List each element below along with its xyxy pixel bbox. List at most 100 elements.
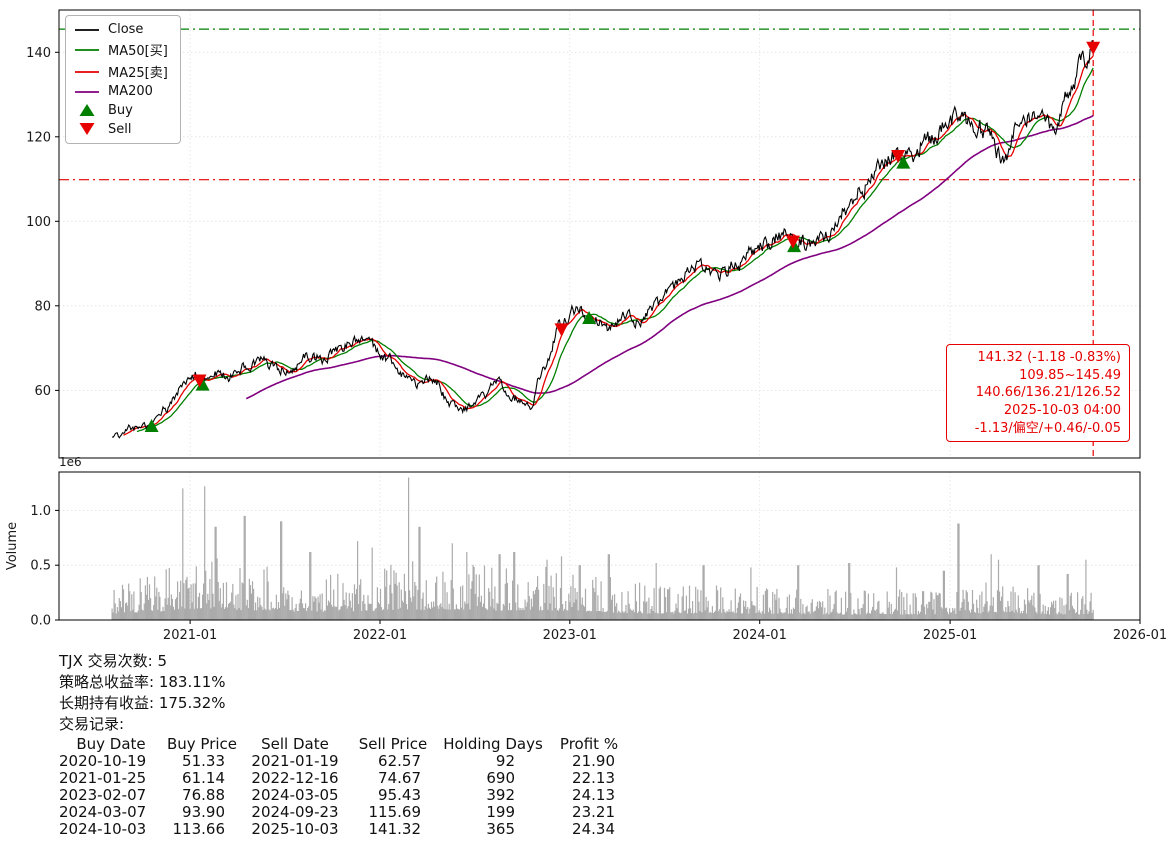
annotation-signal: -1.13/偏空/+0.46/-0.05 — [974, 420, 1121, 436]
trade-table-cell: 2022-12-16 — [251, 769, 339, 787]
trade-count-line: TJX 交易次数: 5 — [59, 652, 167, 670]
trade-table-cell: 2024-10-03 — [59, 820, 147, 838]
trade-table-cell: 2021-01-25 — [59, 769, 147, 787]
volume-offset-label: 1e6 — [59, 455, 82, 469]
buy-marker — [896, 155, 911, 169]
sell-marker — [192, 374, 207, 388]
trade-table-header-cell: Holding Days — [443, 735, 543, 753]
buy-triangle-icon — [79, 104, 95, 116]
trade-table-cell: 23.21 — [572, 803, 615, 821]
trade-table-cell: 24.13 — [572, 786, 615, 804]
trade-table-cell: 115.69 — [368, 803, 422, 821]
trade-table-row: 2021-01-25 61.14 2022-12-16 74.67 690 22.13 — [59, 770, 629, 787]
trade-table-cell: 51.33 — [182, 752, 225, 770]
price-volume-chart: 60 80 100 120 140 0.0 0.5 1.0 2021-01 2022-01 2023… — [5, 9, 1167, 643]
trade-table-cell: 690 — [486, 769, 515, 787]
price-tick-label: 100 — [26, 215, 51, 230]
trade-table-cell: 74.67 — [378, 769, 421, 787]
sell-marker — [786, 235, 800, 249]
trade-table-cell: 2025-10-03 — [251, 820, 339, 838]
x-tick-label: 2023-01 — [543, 628, 597, 643]
x-tick-label: 2022-01 — [353, 628, 407, 643]
annotation-last-price: 141.32 (-1.18 -0.83%) — [977, 350, 1121, 365]
sell-marker — [891, 150, 906, 163]
price-annotation-box: 141.32 (-1.18 -0.83%) 109.85~145.49 140.… — [946, 344, 1130, 443]
trade-table-header-cell: Profit % — [559, 735, 619, 753]
legend-label: MA200 — [108, 84, 153, 99]
x-tick-label: 2024-01 — [733, 628, 787, 643]
trade-table-header-cell: Sell Date — [261, 735, 329, 753]
trade-table-header-cell: Sell Price — [358, 735, 428, 753]
trade-table-cell: 22.13 — [572, 769, 615, 787]
trade-table-cell: 2020-10-19 — [59, 752, 147, 770]
legend-label: MA50[买] — [108, 44, 168, 59]
volume-tick-label: 0.0 — [30, 614, 51, 629]
trade-table-header-cell: Buy Date — [76, 735, 146, 753]
legend-line-icon — [75, 90, 99, 93]
legend-item-4: Buy — [74, 102, 168, 118]
buy-marker — [144, 419, 159, 432]
trade-table-cell: 95.43 — [378, 786, 421, 804]
trade-table-cell: 92 — [495, 752, 515, 770]
legend-line-icon — [75, 70, 99, 73]
sell-marker — [1086, 41, 1101, 55]
strategy-return-line: 策略总收益率: 183.11% — [59, 673, 226, 691]
x-tick-label: 2025-01 — [923, 628, 977, 643]
trade-table-cell: 2023-02-07 — [59, 786, 147, 804]
legend-item-3: MA200 — [74, 84, 168, 99]
trade-table-cell: 141.32 — [368, 820, 422, 838]
x-tick-label: 2026-01 — [1113, 628, 1167, 643]
trade-table-cell: 113.66 — [172, 820, 226, 838]
trade-table-row: 2023-02-07 76.88 2024-03-05 95.43 392 24.13 — [59, 787, 629, 804]
close-line — [111, 40, 1094, 439]
trade-table-row: 2020-10-19 51.33 2021-01-19 62.57 92 21.90 — [59, 753, 629, 770]
trade-records-label: 交易记录: — [59, 715, 125, 733]
buy-hold-return-line: 长期持有收益: 175.32% — [59, 694, 226, 712]
trade-table-row: 2024-03-07 93.90 2024-09-23 115.69 199 23.21 — [59, 804, 629, 821]
trade-table-cell: 24.34 — [572, 820, 615, 838]
volume-tick-label: 1.0 — [30, 504, 51, 519]
price-tick-label: 140 — [26, 46, 51, 61]
trade-table-cell: 2024-09-23 — [251, 803, 339, 821]
legend-line-icon — [75, 48, 99, 51]
sell-triangle-icon — [79, 123, 95, 135]
trade-table-cell: 61.14 — [182, 769, 225, 787]
trade-table-cell: 76.88 — [182, 786, 225, 804]
strategy-report: TJX 交易次数: 5 策略总收益率: 183.11% 长期持有收益: 175.… — [59, 651, 629, 838]
trade-table-cell: 93.90 — [182, 803, 225, 821]
trade-table-cell: 62.57 — [378, 752, 421, 770]
price-tick-label: 60 — [34, 384, 51, 399]
price-tick-label: 120 — [26, 130, 51, 145]
trade-table-cell: 2024-03-05 — [251, 786, 339, 804]
legend-label: Sell — [108, 121, 132, 137]
legend-item-5: Sell — [74, 121, 168, 137]
volume-tick-label: 0.5 — [30, 559, 51, 574]
trade-table-cell: 392 — [486, 786, 515, 804]
trade-table-cell: 2024-03-07 — [59, 803, 147, 821]
sell-marker — [554, 323, 569, 337]
trade-table-cell: 365 — [486, 820, 515, 838]
trade-table-row: 2024-10-03 113.66 2025-10-03 141.32 365 24.34 — [59, 821, 629, 838]
legend-label: Buy — [108, 102, 133, 118]
legend-item-2: MA25[卖] — [74, 62, 168, 81]
buy-marker — [582, 311, 597, 324]
trade-table-cell: 199 — [486, 803, 515, 821]
trade-table-header-cell: Buy Price — [166, 735, 238, 753]
annotation-ma-values: 140.66/136.21/126.52 — [975, 385, 1121, 401]
buy-marker — [195, 377, 210, 391]
volume-axis-label: Volume — [5, 522, 20, 570]
trade-table-cell: 2021-01-19 — [251, 752, 339, 770]
legend-label: MA25[卖] — [108, 66, 168, 81]
annotation-range: 109.85~145.49 — [1019, 367, 1121, 383]
price-tick-label: 80 — [34, 299, 51, 314]
annotation-timestamp: 2025-10-03 04:00 — [1003, 403, 1121, 419]
legend-item-0: Close — [74, 22, 168, 37]
trade-table: Buy Date Buy Price Sell Date Sell Price Hold… — [59, 736, 629, 838]
chart-legend: Close MA50[买] MA25[卖] MA200 Buy Sell — [65, 15, 181, 144]
legend-label: Close — [108, 22, 144, 37]
trade-table-header: Buy Date Buy Price Sell Date Sell Price Hold… — [59, 736, 629, 753]
legend-line-icon — [75, 28, 99, 31]
trade-table-cell: 21.90 — [572, 752, 615, 770]
x-tick-label: 2021-01 — [163, 628, 217, 643]
